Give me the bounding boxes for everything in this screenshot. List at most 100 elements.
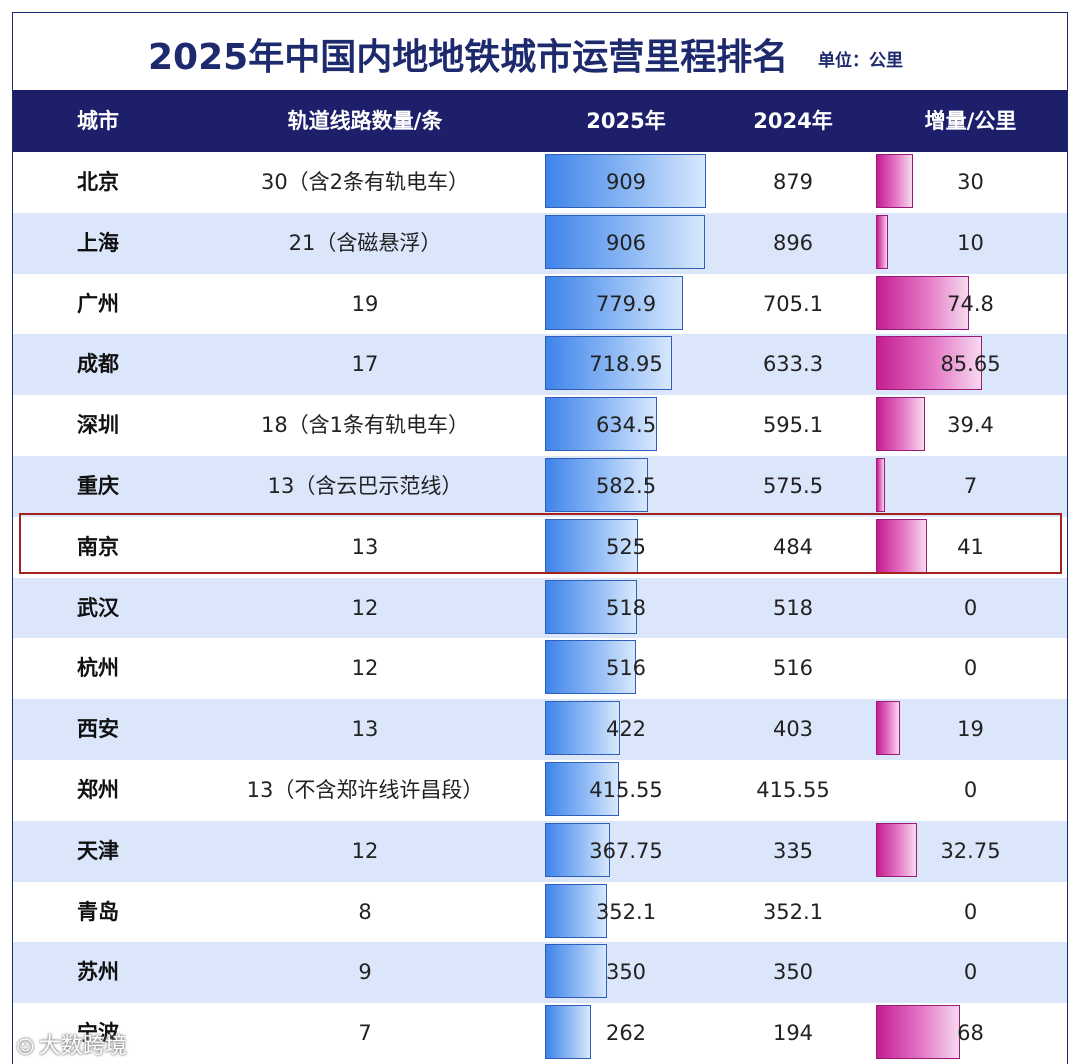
bar-increase <box>876 397 925 452</box>
cell-increase: 19 <box>957 717 984 742</box>
cell-lines: 17 <box>351 352 379 377</box>
bar-2025 <box>545 397 658 452</box>
cell-lines: 12 <box>351 595 379 620</box>
cell-lines: 7 <box>358 1021 372 1046</box>
watermark: ☺ 大数跨境 <box>16 1028 127 1060</box>
cell-2025: 352.1 <box>595 899 657 924</box>
cell-lines: 30（含2条有轨电车） <box>260 170 470 194</box>
cell-lines: 13（含云巴示范线） <box>267 474 463 498</box>
cell-2025: 909 <box>605 170 647 194</box>
cell-2024: 403 <box>772 717 814 742</box>
cell-increase: 10 <box>957 230 984 255</box>
cell-2024: 575.5 <box>762 474 824 498</box>
cell-2025: 262 <box>605 1021 647 1046</box>
bar-2025 <box>545 701 620 756</box>
chart-title: 2025年中国内地地铁城市运营里程排名 <box>148 37 789 78</box>
bar-increase <box>876 822 917 877</box>
header-2025: 2025年 <box>586 109 666 133</box>
cell-city: 苏州 <box>77 960 119 985</box>
table-row: 杭州 12 516 516 0 <box>13 638 1067 700</box>
cell-2024: 896 <box>772 230 814 255</box>
table-row: 北京 30（含2条有轨电车） 909 879 30 <box>13 152 1067 213</box>
table-row: 深圳 18（含1条有轨电车） 634.5 595.1 39.4 <box>13 395 1067 456</box>
bar-increase <box>876 154 914 208</box>
cell-city: 武汉 <box>77 595 119 620</box>
bar-2025 <box>545 640 637 695</box>
cell-city: 天津 <box>77 838 119 863</box>
cell-lines: 8 <box>358 899 372 924</box>
cell-increase: 39.4 <box>947 413 994 438</box>
header-lines: 轨道线路数量/条 <box>287 109 443 133</box>
cell-increase: 0 <box>963 595 978 620</box>
cell-lines: 19 <box>351 291 379 316</box>
cell-lines: 13 <box>351 534 379 559</box>
cell-city: 郑州 <box>77 778 119 802</box>
cell-2024: 350 <box>772 960 814 985</box>
table-row: 郑州 13（不含郑许线许昌段） 415.55 415.55 0 <box>13 760 1067 821</box>
cell-city: 深圳 <box>77 413 119 438</box>
cell-2025: 518 <box>605 595 647 620</box>
cell-increase: 0 <box>963 778 978 802</box>
cell-2025: 718.95 <box>589 352 663 377</box>
cell-increase: 7 <box>963 474 978 498</box>
table-row: 广州 19 779.9 705.1 74.8 <box>13 273 1067 335</box>
cell-city: 西安 <box>77 717 119 742</box>
cell-2024: 516 <box>772 656 814 681</box>
cell-2024: 633.3 <box>762 352 824 377</box>
cell-2024: 595.1 <box>762 413 824 438</box>
bar-2025 <box>545 458 649 512</box>
table-row: 南京 13 525 484 41 <box>13 516 1067 578</box>
highlight-box <box>19 513 1062 574</box>
cell-2025: 415.55 <box>589 778 663 802</box>
bar-2025 <box>545 336 673 391</box>
watermark-icon: ☺ <box>16 1037 35 1058</box>
bar-2025 <box>545 518 638 573</box>
bar-increase <box>876 701 900 756</box>
table-row: 西安 13 422 403 19 <box>13 699 1067 760</box>
cell-city: 上海 <box>77 230 119 255</box>
header-2024: 2024年 <box>753 109 833 133</box>
cell-2024: 415.55 <box>756 778 830 802</box>
cell-2025: 634.5 <box>595 413 657 438</box>
bar-increase <box>876 1005 961 1060</box>
header-increase: 增量/公里 <box>924 109 1017 133</box>
bar-2025 <box>545 214 706 269</box>
bar-2025 <box>545 275 684 330</box>
table-row: 苏州 9 350 350 0 <box>13 942 1067 1004</box>
table-row: 重庆 13（含云巴示范线） 582.5 575.5 7 <box>13 456 1067 517</box>
cell-2024: 484 <box>772 534 814 559</box>
table-row: 青岛 8 352.1 352.1 0 <box>13 881 1067 943</box>
bar-increase <box>876 336 982 391</box>
cell-lines: 12 <box>351 838 379 863</box>
bar-increase <box>876 214 889 269</box>
cell-increase: 32.75 <box>940 838 1001 863</box>
cell-lines: 21（含磁悬浮） <box>288 230 442 255</box>
cell-lines: 9 <box>358 960 372 985</box>
bar-2025 <box>545 883 608 938</box>
cell-increase: 41 <box>957 534 984 559</box>
cell-lines: 13 <box>351 717 379 742</box>
cell-2025: 582.5 <box>595 474 657 498</box>
bar-increase <box>876 458 885 512</box>
cell-2025: 367.75 <box>589 838 663 863</box>
bar-2025 <box>545 944 607 999</box>
cell-2025: 422 <box>605 717 647 742</box>
table-row: 天津 12 367.75 335 32.75 <box>13 820 1067 882</box>
cell-2025: 906 <box>605 230 647 255</box>
table-row: 武汉 12 518 518 0 <box>13 577 1067 639</box>
cell-lines: 12 <box>351 656 379 681</box>
cell-2025: 779.9 <box>595 291 657 316</box>
cell-2024: 335 <box>772 838 814 863</box>
table-row: 上海 21（含磁悬浮） 906 896 10 <box>13 212 1067 274</box>
cell-city: 成都 <box>77 352 119 377</box>
cell-2024: 518 <box>772 595 814 620</box>
cell-lines: 18（含1条有轨电车） <box>260 413 470 438</box>
cell-2024: 879 <box>772 170 814 194</box>
cell-city: 宁波 <box>77 1021 119 1046</box>
cell-2024: 352.1 <box>762 899 824 924</box>
cell-increase: 0 <box>963 656 978 681</box>
header-city: 城市 <box>77 109 119 133</box>
bar-2025 <box>545 154 706 208</box>
cell-2024: 194 <box>772 1021 814 1046</box>
watermark-text: 大数跨境 <box>38 1034 127 1059</box>
